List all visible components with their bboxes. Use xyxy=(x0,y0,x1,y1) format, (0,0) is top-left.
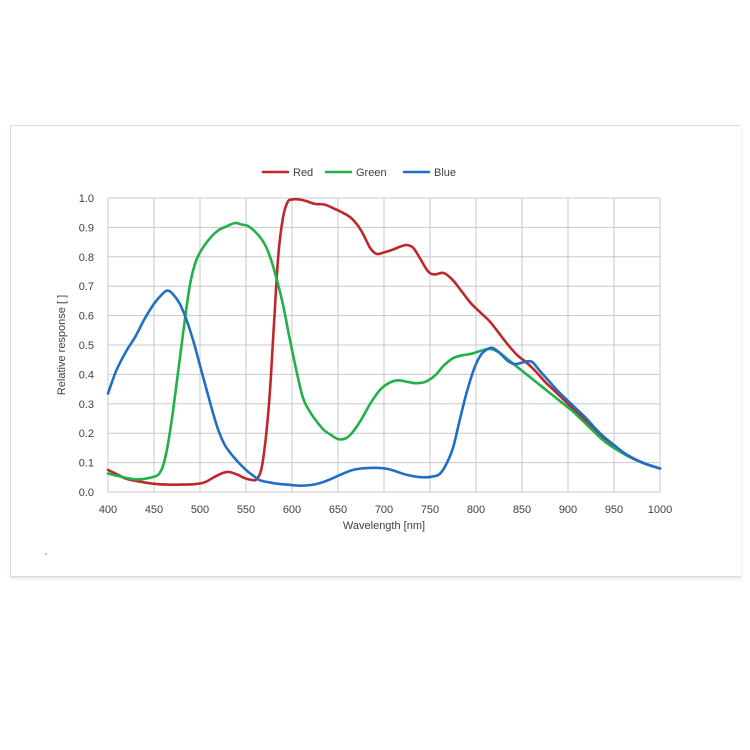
grid xyxy=(107,197,661,493)
y-tick-label: 0.1 xyxy=(79,458,94,470)
x-tick-label: 550 xyxy=(237,504,255,516)
chart-frame xyxy=(10,125,741,577)
legend: Red Green Blue xyxy=(261,167,456,179)
y-tick-label: 0.8 xyxy=(79,252,94,264)
series-line-green xyxy=(106,221,662,481)
x-tick-label: 450 xyxy=(145,504,163,516)
y-tick-label: 0.9 xyxy=(79,222,94,234)
y-tick-label: 1.0 xyxy=(79,193,94,205)
legend-label-blue: Blue xyxy=(434,167,456,179)
x-tick-label: 700 xyxy=(375,504,393,516)
y-tick-label: 0.6 xyxy=(79,311,94,323)
x-tick-label: 600 xyxy=(283,504,301,516)
x-tick-label: 1000 xyxy=(648,504,672,516)
y-tick-label: 0.4 xyxy=(79,369,94,381)
x-tick-label: 800 xyxy=(467,504,485,516)
x-tick-label: 850 xyxy=(513,504,531,516)
y-tick-label: 0.3 xyxy=(79,399,94,411)
legend-label-green: Green xyxy=(356,167,387,179)
x-tick-label: 650 xyxy=(329,504,347,516)
x-tick-label: 400 xyxy=(99,504,117,516)
series-lines xyxy=(106,197,662,487)
series-line-blue xyxy=(106,289,662,487)
y-axis-ticks: 0.0 0.1 0.2 0.3 0.4 0.5 0.6 0.7 0.8 0.9 1.0 xyxy=(79,193,94,499)
x-axis-ticks: 400 450 500 550 600 650 700 750 800 850 900 950 1000 xyxy=(99,504,672,516)
x-tick-label: 900 xyxy=(559,504,577,516)
series-line-red xyxy=(106,197,662,487)
x-tick-label: 750 xyxy=(421,504,439,516)
stray-mark xyxy=(45,553,47,555)
y-tick-label: 0.7 xyxy=(79,281,94,293)
x-axis-title: Wavelength [nm] xyxy=(343,520,425,532)
y-tick-label: 0.5 xyxy=(79,340,94,352)
y-tick-label: 0.2 xyxy=(79,428,94,440)
y-axis-title: Relative response [ ] xyxy=(56,295,68,395)
x-tick-label: 500 xyxy=(191,504,209,516)
legend-label-red: Red xyxy=(293,167,313,179)
x-tick-label: 950 xyxy=(605,504,623,516)
y-tick-label: 0.0 xyxy=(79,487,94,499)
